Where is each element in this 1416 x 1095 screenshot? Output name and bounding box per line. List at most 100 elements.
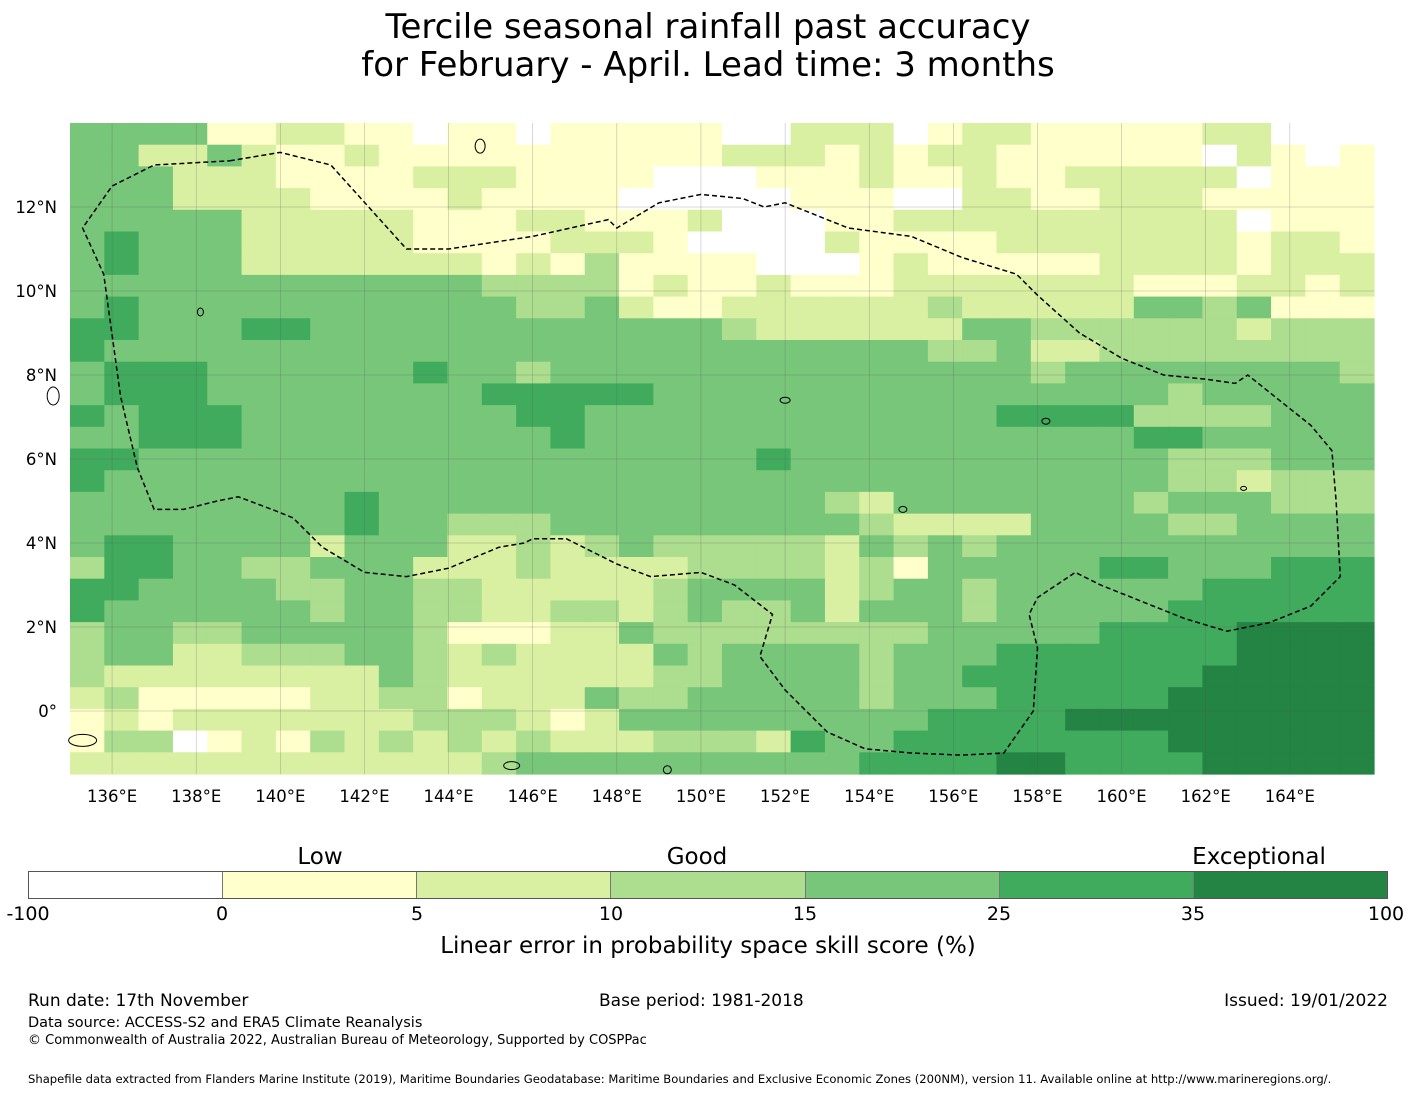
grid-cell [927,708,963,732]
grid-cell [378,600,414,623]
grid-cell [310,535,346,558]
grid-cell [516,296,552,319]
grid-cell [1339,622,1375,645]
grid-cell [104,665,140,688]
grid-cell [550,600,586,623]
grid-cell [1271,687,1306,710]
latitude-label: 4°N [26,534,57,553]
label-good: Good [666,844,728,870]
grid-cell [104,470,140,493]
grid-cell [275,166,311,189]
grid-cell [584,665,620,688]
grid-cell [207,622,243,645]
grid-cell [310,383,346,406]
grid-cell [584,730,620,753]
grid-cell [70,383,105,406]
grid-cell [447,557,483,580]
grid-cell [893,513,929,536]
grid-cell [893,188,929,211]
grid-cell [344,665,380,688]
grid-cell [687,426,723,450]
grid-cell [859,708,895,732]
grid-cell [1236,318,1272,341]
grid-cell [1133,123,1169,146]
grid-cell [378,557,414,580]
grid-cell [413,513,449,536]
grid-cell [378,188,414,211]
grid-cell [1030,708,1066,732]
grid-cell [378,296,414,319]
grid-cell [310,752,346,775]
grid-cell [1133,513,1169,536]
grid-cell [172,600,208,623]
grid-cell [893,622,929,645]
grid-cell [1133,340,1169,363]
grid-cell [1168,274,1204,298]
grid-cell [481,513,517,536]
grid-cell [310,405,346,428]
grid-cell [172,665,208,688]
grid-cell [1305,665,1341,688]
grid-cell [653,448,689,471]
grid-cell [1339,470,1375,493]
grid-cell [172,123,208,146]
grid-cell [481,361,517,384]
grid-cell [756,296,792,319]
grid-cell [722,144,757,167]
grid-cell [70,231,105,254]
grid-cell [516,123,552,146]
grid-cell [481,665,517,688]
grid-cell [481,491,517,515]
grid-cell [413,318,449,341]
island-outline [1240,485,1248,491]
grid-cell [516,274,552,298]
grid-cell [550,730,586,753]
grid-cell [962,448,998,471]
grid-cell [1065,687,1101,710]
island-outline [474,138,486,154]
grid-cell [310,426,346,450]
grid-cell [1168,253,1204,276]
grid-cell [1099,340,1135,363]
grid-cell [172,296,208,319]
grid-cell [962,730,998,753]
grid-cell [310,557,346,580]
grid-cell [927,405,963,428]
colorbar-segment [223,872,418,898]
grid-cell [207,405,243,428]
grid-cell [1133,209,1169,233]
grid-cell [1271,557,1306,580]
grid-cell [207,708,243,732]
grid-cell [550,361,586,384]
grid-cell [378,318,414,341]
grid-cell [447,643,483,667]
grid-cell [1305,253,1341,276]
grid-cell [413,448,449,471]
grid-cell [927,535,963,558]
grid-cell [1168,535,1204,558]
grid-cell [927,340,963,363]
grid-cell [790,665,826,688]
grid-cell [1065,513,1101,536]
grid-cell [241,730,277,753]
grid-cell [344,144,380,167]
grid-cell [790,730,826,753]
grid-cell [516,405,552,428]
grid-cell [241,209,277,233]
grid-cell [70,448,105,471]
grid-cell [104,144,140,167]
island-outline [196,307,204,317]
grid-cell [859,274,895,298]
grid-cell [104,448,140,471]
grid-cell [1236,643,1272,667]
grid-cell [447,340,483,363]
grid-cell [1236,340,1272,363]
grid-cell [275,687,311,710]
copyright: © Commonwealth of Australia 2022, Austra… [28,1033,647,1048]
grid-cell [722,296,757,319]
grid-cell [1133,405,1169,428]
grid-cell [687,622,723,645]
grid-cell [653,578,689,601]
grid-cell [1099,383,1135,406]
grid-cell [310,188,346,211]
